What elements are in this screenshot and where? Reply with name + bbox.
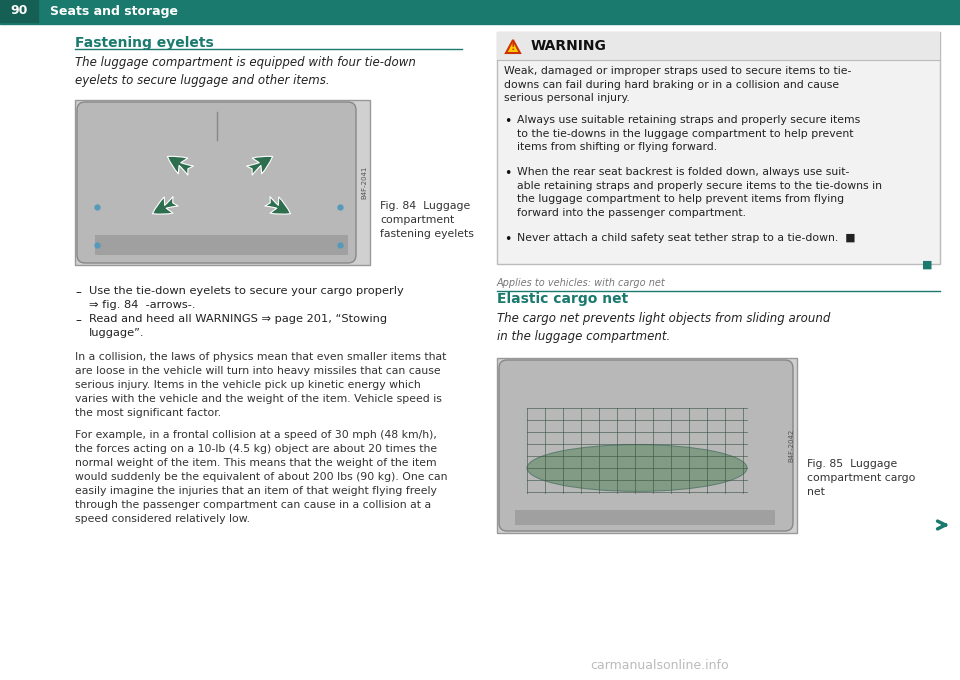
Bar [75,100,370,265]
Text: Applies to vehicles: with cargo net: Applies to vehicles: with cargo net [497,278,665,288]
Text: •: • [504,167,512,180]
Text: WARNING: WARNING [531,39,607,53]
Text: Use the tie-down eyelets to secure your cargo properly
⇒ fig. 84  -arrows-.: Use the tie-down eyelets to secure your … [89,286,404,310]
Text: 90: 90 [11,5,28,18]
Text: Seats and storage: Seats and storage [50,5,178,18]
Text: B4F-2042: B4F-2042 [788,428,794,462]
Text: ■: ■ [922,260,932,270]
Text: B4F-2041: B4F-2041 [361,165,367,199]
Text: In a collision, the laws of physics mean that even smaller items that
are loose : In a collision, the laws of physics mean… [75,352,446,418]
Polygon shape [506,40,520,53]
Bar [497,358,797,533]
Text: Weak, damaged or improper straps used to secure items to tie-
downs can fail dur: Weak, damaged or improper straps used to… [504,66,852,103]
Text: The luggage compartment is equipped with four tie-down
eyelets to secure luggage: The luggage compartment is equipped with… [75,56,416,87]
Text: When the rear seat backrest is folded down, always use suit-
able retaining stra: When the rear seat backrest is folded do… [517,167,882,218]
Text: Never attach a child safety seat tether strap to a tie-down.  ■: Never attach a child safety seat tether … [517,233,855,243]
Text: –: – [75,314,81,327]
Bar [497,32,940,60]
Text: Fig. 85  Luggage
compartment cargo
net: Fig. 85 Luggage compartment cargo net [807,459,916,497]
Text: •: • [504,115,512,128]
Text: carmanualsonline.info: carmanualsonline.info [590,659,730,672]
Text: Fig. 84  Luggage
compartment
fastening eyelets: Fig. 84 Luggage compartment fastening ey… [380,201,474,239]
Text: Always use suitable retaining straps and properly secure items
to the tie-downs : Always use suitable retaining straps and… [517,115,860,152]
Bar [515,510,775,525]
FancyBboxPatch shape [499,360,793,531]
Text: –: – [75,286,81,299]
Text: !: ! [511,42,516,52]
FancyBboxPatch shape [77,102,356,263]
Text: Elastic cargo net: Elastic cargo net [497,292,628,306]
Bar [497,32,940,264]
Ellipse shape [527,445,747,492]
Bar [95,235,348,255]
Text: For example, in a frontal collision at a speed of 30 mph (48 km/h),
the forces a: For example, in a frontal collision at a… [75,430,447,524]
Bar [0,0,960,22]
Text: Fastening eyelets: Fastening eyelets [75,36,214,50]
Text: •: • [504,233,512,246]
Bar [0,22,960,24]
Bar [0,0,38,22]
Text: Read and heed all WARNINGS ⇒ page 201, “Stowing
luggage”.: Read and heed all WARNINGS ⇒ page 201, “… [89,314,387,338]
Text: The cargo net prevents light objects from sliding around
in the luggage compartm: The cargo net prevents light objects fro… [497,312,830,343]
